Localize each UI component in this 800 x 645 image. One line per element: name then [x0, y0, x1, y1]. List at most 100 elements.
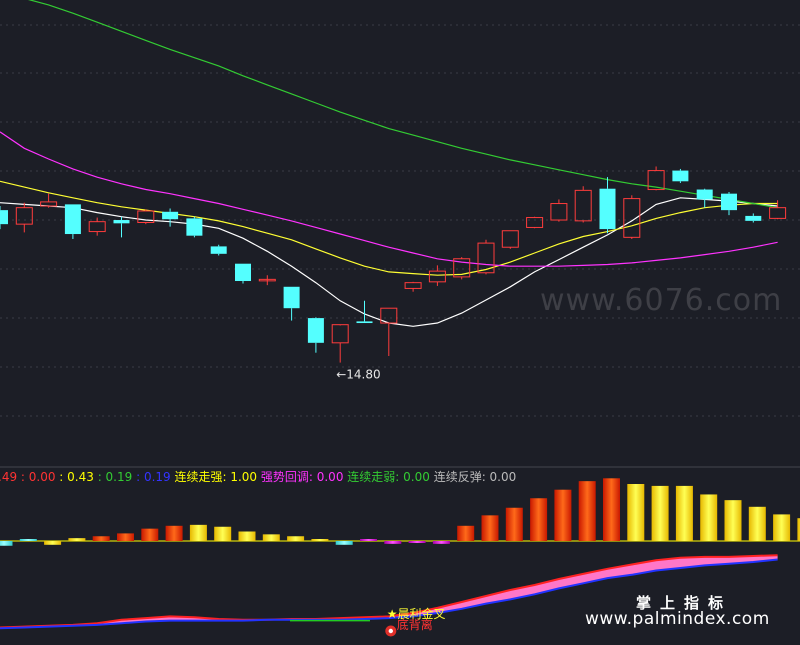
- indicator-bar: [238, 531, 256, 541]
- indicator-bar: [773, 514, 791, 541]
- candle-body: [64, 204, 81, 235]
- candle-body: [235, 263, 251, 282]
- indicator-bar: [117, 533, 134, 541]
- candlestick-series: [0, 166, 787, 363]
- indicator-bar: [457, 525, 475, 541]
- candle: [769, 200, 787, 220]
- indicator-bar: [335, 541, 353, 545]
- candle-body: [137, 210, 155, 224]
- indicator-bar: [748, 506, 766, 541]
- candle-body: [526, 217, 544, 228]
- candle: [210, 244, 227, 256]
- candle: [574, 186, 592, 223]
- indicator-bar: [554, 489, 572, 541]
- indicator-bar: [432, 541, 450, 544]
- indicator-bar: [384, 541, 402, 544]
- indicator-bars: [0, 478, 800, 546]
- indicator-bar: [44, 541, 62, 545]
- indicator-bar: [360, 539, 377, 541]
- legend-item: 连续走强: 1.00: [171, 469, 257, 484]
- candle-body: [745, 215, 762, 221]
- candle-body: [623, 198, 641, 238]
- candle-body: [501, 230, 519, 248]
- candle: [428, 265, 446, 286]
- indicator-bar: [141, 528, 159, 541]
- candle-body: [428, 270, 446, 283]
- indicator-bar: [287, 536, 305, 541]
- candle: [137, 209, 155, 225]
- indicator-bar: [262, 534, 280, 541]
- candle: [186, 216, 203, 238]
- candle: [696, 188, 713, 208]
- indicator-bar: [724, 500, 742, 541]
- candle-body: [113, 220, 130, 224]
- candle-body: [15, 207, 33, 225]
- legend-item: : 0.43: [55, 470, 93, 484]
- candle: [307, 317, 324, 353]
- candle-body: [356, 321, 373, 324]
- candle-body: [769, 207, 787, 219]
- candle-body: [258, 278, 276, 282]
- indicator-bar: [189, 524, 207, 541]
- candle: [477, 239, 495, 275]
- indicator-bar: [0, 541, 13, 546]
- candle-body: [477, 242, 495, 274]
- candle: [647, 166, 665, 191]
- candle: [404, 281, 422, 292]
- candle: [380, 307, 398, 356]
- candle: [550, 199, 568, 222]
- candle: [88, 217, 106, 236]
- band-lower-line: [0, 558, 778, 630]
- bottom-divergence-label: 底背离: [397, 617, 433, 632]
- candle: [162, 208, 179, 227]
- indicator-bar: [675, 485, 693, 541]
- indicator-bar: [505, 507, 523, 541]
- candle-body: [40, 201, 58, 207]
- candle: [113, 216, 130, 238]
- indicator-bar: [92, 536, 110, 541]
- price-annotations: ←14.80: [336, 368, 380, 382]
- candle: [526, 216, 544, 229]
- candle-body: [453, 258, 471, 278]
- candle-body: [210, 246, 227, 254]
- indicator-bar: [19, 539, 37, 541]
- divergence-icon-dot: [388, 628, 393, 634]
- legend-item: 连续走弱: 0.00: [343, 469, 429, 484]
- candle: [258, 275, 276, 286]
- candle-body: [307, 318, 324, 343]
- legend-item: : 0.19: [94, 470, 132, 484]
- candle: [672, 168, 689, 183]
- indicator-bar: [797, 518, 800, 541]
- indicator-bar: [578, 481, 596, 541]
- candle-body: [599, 188, 616, 230]
- indicator-bar: [311, 539, 329, 541]
- price-gridlines: [0, 24, 800, 417]
- candle: [623, 195, 641, 239]
- indicator-legend: .49 : 0.00 : 0.43 : 0.19 : 0.19 连续走强: 1.…: [0, 469, 516, 484]
- candle-body: [574, 189, 592, 222]
- candle: [356, 300, 373, 324]
- indicator-bar: [651, 485, 669, 541]
- candle-body: [0, 210, 8, 225]
- candle-body: [696, 189, 713, 200]
- candle-body: [380, 307, 398, 324]
- indicator-bar: [214, 526, 232, 541]
- candle: [453, 257, 471, 280]
- candle: [15, 202, 33, 233]
- candle: [721, 192, 737, 216]
- legend-item: : 0.19: [132, 470, 170, 484]
- candle: [40, 193, 58, 208]
- candle-body: [88, 221, 106, 233]
- candle-body: [331, 324, 349, 344]
- candle: [0, 206, 8, 230]
- legend-item: .49: [0, 470, 17, 484]
- ma-line: [0, 180, 778, 276]
- candle: [64, 204, 81, 239]
- indicator-bar: [530, 498, 548, 541]
- candle-body: [186, 218, 203, 236]
- low-price-annotation: ←14.80: [336, 368, 380, 382]
- candle-body: [721, 193, 737, 211]
